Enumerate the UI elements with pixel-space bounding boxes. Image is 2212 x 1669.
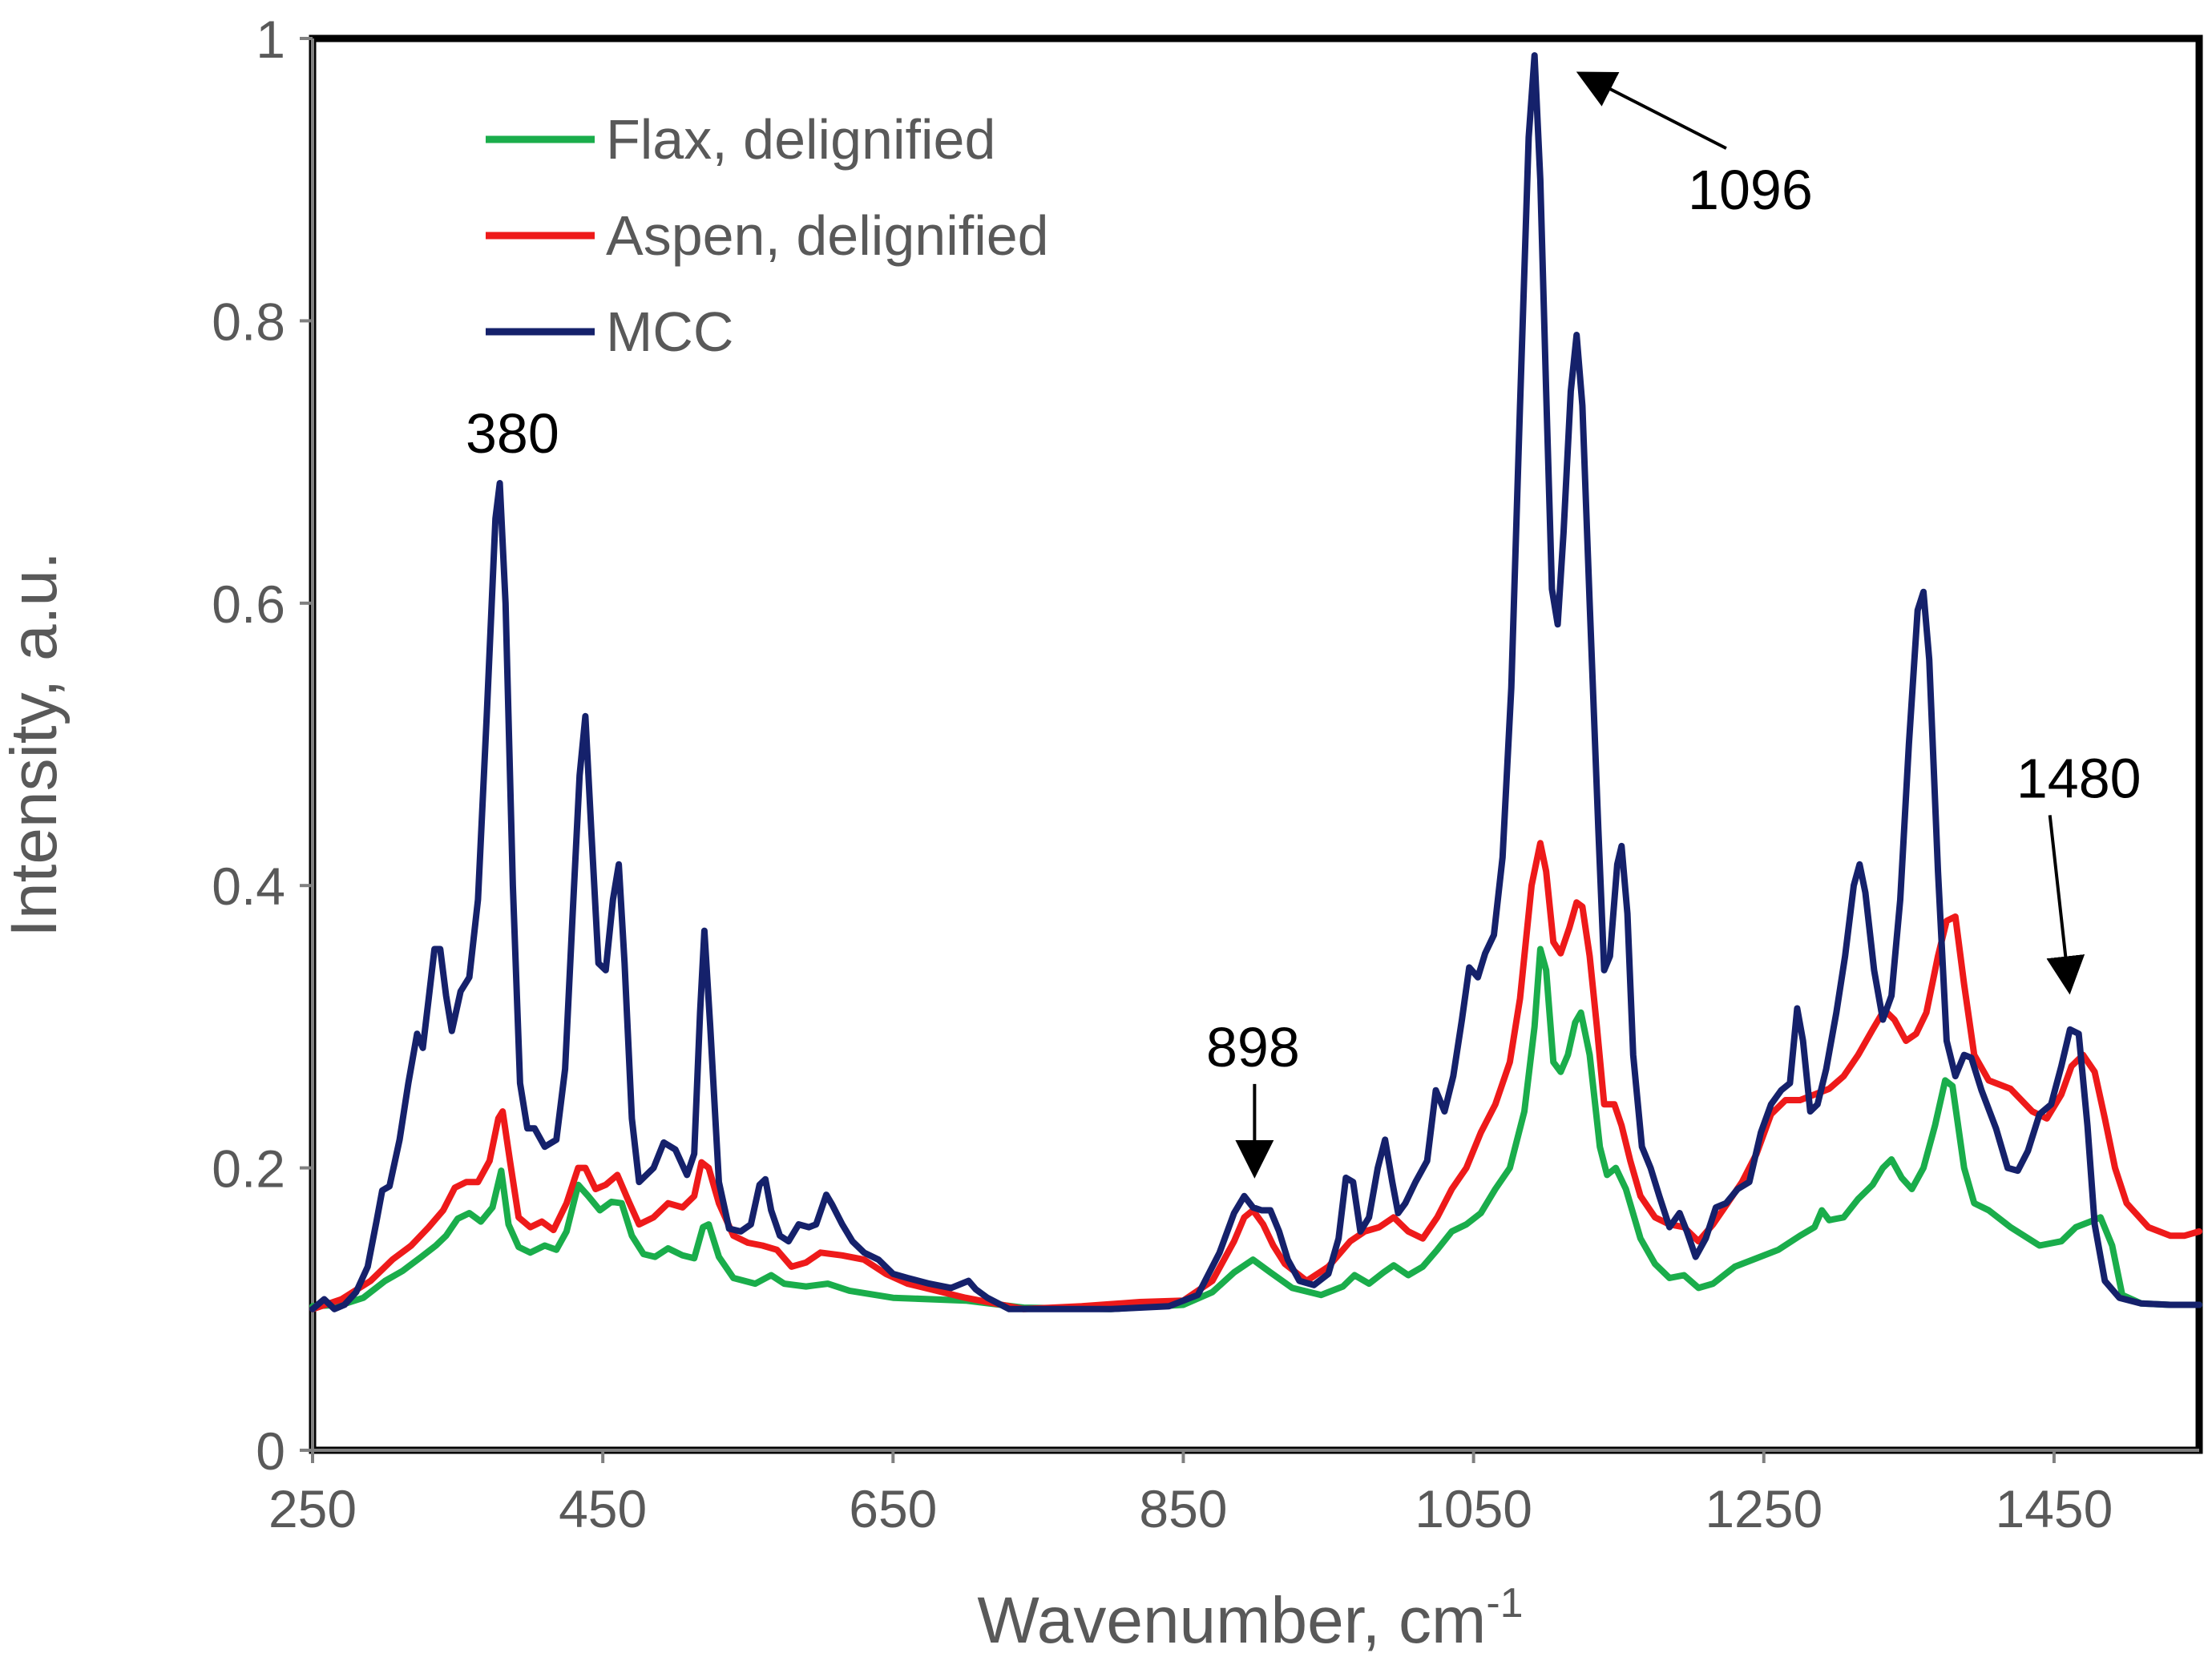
- series-line-flax: [309, 945, 2202, 1312]
- x-tick-label: 450: [559, 1479, 647, 1538]
- legend-item-aspen: Aspen, delignified: [486, 204, 1049, 267]
- x-tick-label: 1450: [1996, 1479, 2113, 1538]
- x-axis-title-main: Wavenumber, cm: [977, 1584, 1486, 1657]
- peak-annotations: 380 898 1096 1480: [466, 71, 2141, 1179]
- annotation-380: 380: [466, 402, 559, 465]
- y-tick-label: 0.4: [212, 857, 285, 916]
- y-axis-ticks: 0 0.2 0.4 0.6 0.8 1: [212, 10, 313, 1481]
- legend-label: Aspen, delignified: [606, 204, 1049, 267]
- y-tick-label: 0.2: [212, 1139, 285, 1199]
- legend-label: Flax, delignified: [606, 108, 995, 171]
- annotation-1480: 1480: [2016, 747, 2141, 809]
- legend: Flax, delignified Aspen, delignified MCC: [486, 108, 1049, 363]
- annotation-1096: 1096: [1688, 159, 1813, 221]
- series-line-aspen: [309, 840, 2202, 1312]
- x-axis-title: Wavenumber, cm-1: [977, 1580, 1523, 1657]
- y-tick-label: 1: [256, 10, 285, 69]
- y-tick-label: 0.8: [212, 292, 285, 351]
- legend-item-mcc: MCC: [486, 300, 733, 363]
- legend-item-flax: Flax, delignified: [486, 108, 995, 171]
- x-tick-label: 1050: [1415, 1479, 1532, 1538]
- annotation-898: 898: [1206, 1016, 1300, 1078]
- series-line-mcc: [309, 52, 2202, 1312]
- y-tick-label: 0.6: [212, 574, 285, 634]
- legend-label: MCC: [606, 300, 733, 363]
- series-lines: [309, 52, 2202, 1312]
- x-axis-ticks: 250 450 650 850 1050 1250 1450: [268, 1450, 2113, 1538]
- x-tick-label: 250: [268, 1479, 357, 1538]
- annotation-arrow-1480: [2046, 815, 2085, 995]
- y-axis-title: Intensity, a.u.: [0, 551, 71, 937]
- x-axis-title-superscript: -1: [1486, 1580, 1523, 1627]
- x-tick-label: 1250: [1705, 1479, 1822, 1538]
- x-tick-label: 850: [1139, 1479, 1227, 1538]
- y-tick-label: 0: [256, 1421, 285, 1481]
- annotation-arrow-1096: [1576, 71, 1727, 150]
- plot-area-frame: [309, 34, 2203, 1454]
- x-tick-label: 650: [849, 1479, 937, 1538]
